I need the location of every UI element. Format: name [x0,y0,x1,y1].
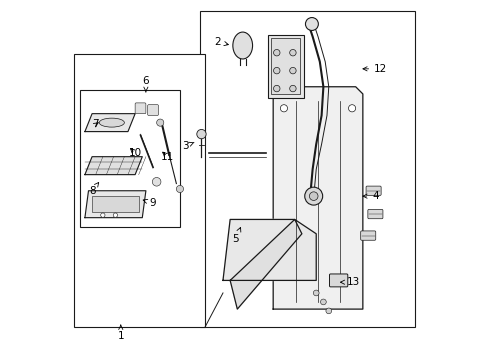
Bar [80,90,180,226]
Circle shape [348,105,355,112]
FancyBboxPatch shape [360,231,375,240]
Text: 10: 10 [128,148,142,158]
Text: 3: 3 [182,141,194,151]
Polygon shape [85,157,142,175]
Circle shape [305,18,318,31]
Circle shape [289,85,296,92]
Text: 13: 13 [340,277,360,287]
Circle shape [156,119,163,126]
Text: 2: 2 [214,37,228,47]
FancyBboxPatch shape [329,274,347,287]
Ellipse shape [99,118,124,127]
Circle shape [280,105,287,112]
Circle shape [273,85,280,92]
Circle shape [176,185,183,193]
Bar [199,12,414,327]
FancyBboxPatch shape [135,103,145,114]
Polygon shape [85,114,135,132]
Circle shape [113,213,117,217]
Text: 5: 5 [232,228,240,244]
Bar [267,35,303,98]
Text: 1: 1 [117,325,124,341]
FancyBboxPatch shape [367,210,382,219]
Circle shape [273,67,280,74]
Bar [92,196,139,212]
Circle shape [289,49,296,56]
Polygon shape [230,220,301,309]
Text: 9: 9 [143,198,156,208]
FancyBboxPatch shape [147,105,158,116]
Ellipse shape [232,32,252,59]
Text: 6: 6 [142,76,149,92]
Polygon shape [223,220,316,280]
Circle shape [289,67,296,74]
Circle shape [152,177,161,186]
FancyBboxPatch shape [366,186,380,195]
Circle shape [325,308,331,314]
Circle shape [309,192,317,201]
Circle shape [196,130,206,139]
Text: 12: 12 [362,64,386,74]
Text: 7: 7 [92,120,99,129]
Circle shape [273,49,280,56]
Text: 4: 4 [362,191,378,201]
Polygon shape [273,87,362,309]
Bar [271,39,300,94]
Text: 8: 8 [89,183,99,196]
Circle shape [304,187,322,205]
Text: 11: 11 [161,152,174,162]
Circle shape [313,290,319,296]
Polygon shape [85,191,145,218]
Circle shape [101,213,105,217]
Bar [74,54,204,327]
Circle shape [320,299,325,305]
